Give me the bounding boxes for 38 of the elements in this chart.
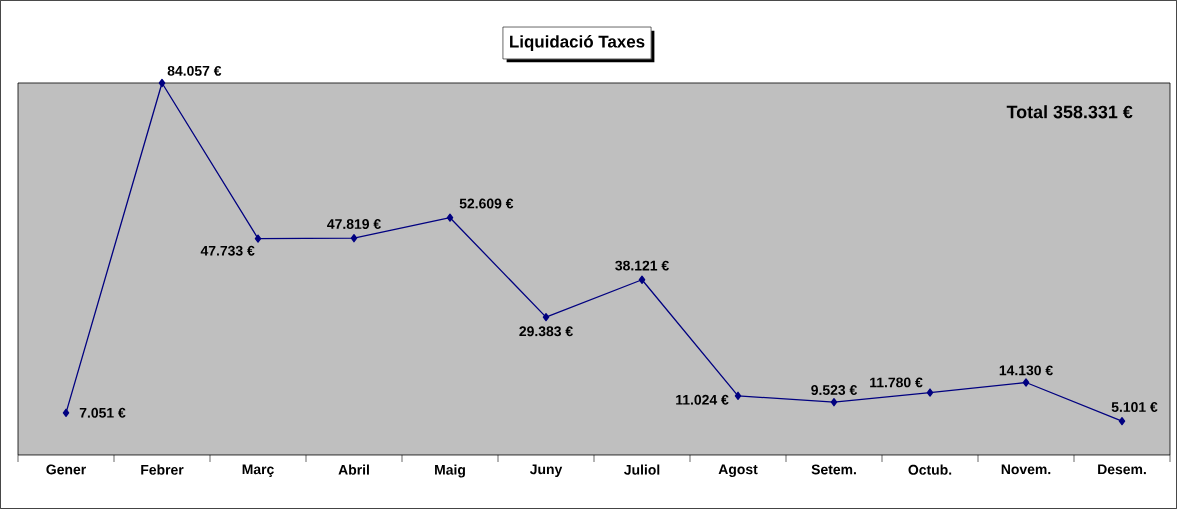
point [1022,378,1030,387]
data-label: 5.101 € [1111,402,1158,412]
data-label: 11.780 € [870,377,923,388]
data-label: 47.733 € [200,245,255,256]
data-label: 29.383 € [519,326,573,337]
point [62,408,70,417]
data-label: 47.819 € [327,219,381,230]
x-tick-label: Març [242,464,274,477]
x-tick-label: Juliol [624,464,660,475]
annotation: Total 358.331 € [1006,105,1133,119]
point [638,275,646,284]
x-tick-label: Maig [435,464,465,478]
point [446,213,454,222]
data-label: 7.051 € [79,407,126,418]
point [350,234,358,243]
point [158,78,166,88]
data-label: 14.130 € [999,365,1053,376]
x-tick-label: Novem. [1001,464,1051,475]
x-tick-label: Gener [46,464,86,475]
data-label: 52.609 € [459,198,514,209]
x-tick-label: Juny [529,464,563,477]
data-label: 9.523 € [811,385,858,396]
x-tick-label: Desem. [1098,464,1146,475]
data-label: 84.057 € [167,65,222,76]
point [926,388,934,397]
x-tick-label: Agost [718,464,758,478]
point [830,398,838,407]
point [542,313,550,322]
point [1118,417,1126,426]
chart-title: Liquidació Taxes [510,35,645,51]
point [254,234,262,243]
x-tick-label: Octub. [908,464,952,475]
x-tick-label: Febrer [141,464,184,475]
point [734,391,742,400]
data-label: 38.121 € [615,260,669,271]
x-tick-label: Setem. [811,464,856,475]
x-tick-label: Abril [338,464,369,475]
data-label: 11.024 € [676,394,729,405]
